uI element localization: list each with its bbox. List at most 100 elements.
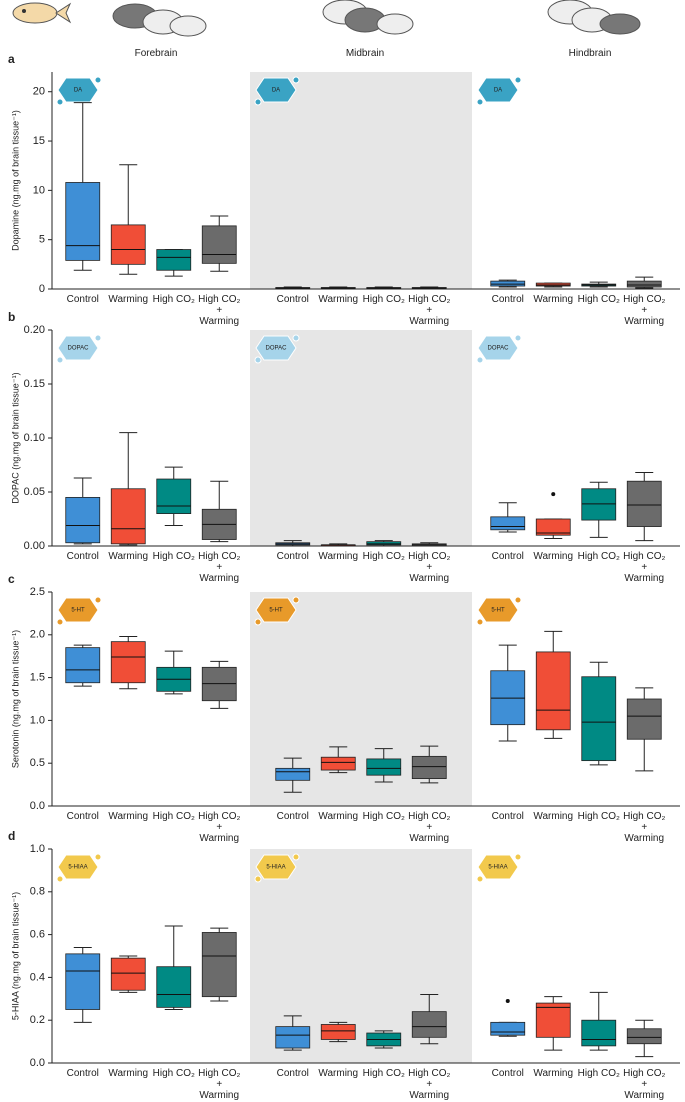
y-tick-label: 0.0 [30, 800, 45, 812]
molecule-label: 5-HIAA [266, 865, 285, 871]
fish-icon [12, 2, 58, 24]
molecule-dot [292, 853, 300, 861]
box [535, 1002, 571, 1038]
box [110, 641, 146, 684]
molecule-label: 5-HT [71, 608, 85, 614]
panel-letter: c [8, 572, 15, 586]
y-tick-label: 0.10 [24, 432, 45, 444]
box [626, 480, 662, 527]
box [156, 249, 192, 271]
panel-letter: d [8, 829, 15, 843]
molecule-dot [254, 875, 262, 883]
molecule-icon: 5-HT [476, 596, 522, 626]
molecule-dot [292, 596, 300, 604]
molecule-icon: DOPAC [56, 334, 102, 364]
region-shade [250, 72, 472, 289]
molecule-dot [476, 618, 484, 626]
box [65, 647, 101, 684]
molecule-shape [477, 854, 519, 880]
molecule-shape [477, 77, 519, 103]
box [626, 1028, 662, 1045]
molecule-dot [56, 98, 64, 106]
x-tick-label: Control [276, 811, 309, 822]
molecule-dot [476, 875, 484, 883]
x-tick-label: Control [276, 294, 309, 305]
y-tick-label: 0.00 [24, 540, 45, 552]
box [320, 756, 356, 771]
panel-letter: b [8, 310, 15, 324]
brain-hindbrain [547, 0, 641, 35]
y-tick-label: 20 [33, 86, 45, 98]
molecule-label: DOPAC [68, 346, 90, 352]
x-tick-label: Warming [533, 551, 574, 562]
y-tick-label: 1.0 [30, 714, 45, 726]
x-tick-label: Control [66, 811, 99, 822]
x-tick-label: Control [276, 551, 309, 562]
y-tick-label: 0.8 [30, 886, 45, 898]
x-tick-label: High CO₂ [362, 1068, 405, 1079]
molecule-icon: DA [254, 76, 300, 106]
molecule-dot [94, 596, 102, 604]
x-tick-label: Warming [318, 551, 359, 562]
box [110, 488, 146, 545]
molecule-dot [94, 853, 102, 861]
y-tick-label: 15 [33, 135, 45, 147]
molecule-icon: 5-HT [56, 596, 102, 626]
box [581, 1019, 617, 1047]
x-tick-label: High CO₂ [577, 811, 620, 822]
molecule-label: DA [272, 88, 280, 94]
molecule-icon: DOPAC [254, 334, 300, 364]
molecule-label: DA [74, 88, 82, 94]
y-tick-label: 10 [33, 184, 45, 196]
box [366, 758, 402, 776]
molecule-shape [255, 77, 297, 103]
molecule-label: DOPAC [488, 346, 510, 352]
molecule-icon: DOPAC [476, 334, 522, 364]
x-tick-label: Control [276, 1068, 309, 1079]
molecule-icon: DA [476, 76, 522, 106]
box [201, 225, 237, 264]
y-tick-label: 2.0 [30, 629, 45, 641]
x-tick-label: Warming [533, 811, 574, 822]
x-tick-label: High CO₂ + Warming [623, 294, 666, 327]
box [275, 1026, 311, 1049]
molecule-icon: 5-HIAA [476, 853, 522, 883]
molecule-label: 5-HIAA [68, 865, 87, 871]
y-tick-label: 0.05 [24, 486, 45, 498]
box [156, 478, 192, 515]
x-tick-label: High CO₂ + Warming [408, 551, 451, 584]
box [110, 957, 146, 991]
molecule-dot [94, 334, 102, 342]
x-tick-label: Control [491, 1068, 524, 1079]
x-tick-label: High CO₂ [152, 294, 195, 305]
molecule-dot [514, 853, 522, 861]
box [201, 932, 237, 998]
molecule-shape [255, 597, 297, 623]
x-tick-label: Control [491, 551, 524, 562]
molecule-shape [57, 597, 99, 623]
region-label: Hindbrain [568, 48, 612, 59]
x-tick-label: High CO₂ + Warming [623, 1068, 666, 1101]
x-tick-label: High CO₂ + Warming [198, 1068, 241, 1101]
box [626, 698, 662, 740]
x-tick-label: High CO₂ [362, 811, 405, 822]
x-tick-label: Warming [318, 1068, 359, 1079]
box [490, 1021, 526, 1036]
x-tick-label: Warming [318, 811, 359, 822]
x-tick-label: High CO₂ [152, 811, 195, 822]
molecule-shape [477, 597, 519, 623]
y-tick-label: 2.5 [30, 586, 45, 598]
molecule-dot [56, 618, 64, 626]
box [65, 953, 101, 1010]
y-tick-label: 0.5 [30, 757, 45, 769]
x-tick-label: Warming [108, 1068, 149, 1079]
x-tick-label: Warming [108, 811, 149, 822]
molecule-dot [254, 618, 262, 626]
molecule-dot [94, 76, 102, 84]
box [110, 224, 146, 265]
x-tick-label: Control [491, 294, 524, 305]
molecule-shape [57, 77, 99, 103]
molecule-dot [292, 76, 300, 84]
